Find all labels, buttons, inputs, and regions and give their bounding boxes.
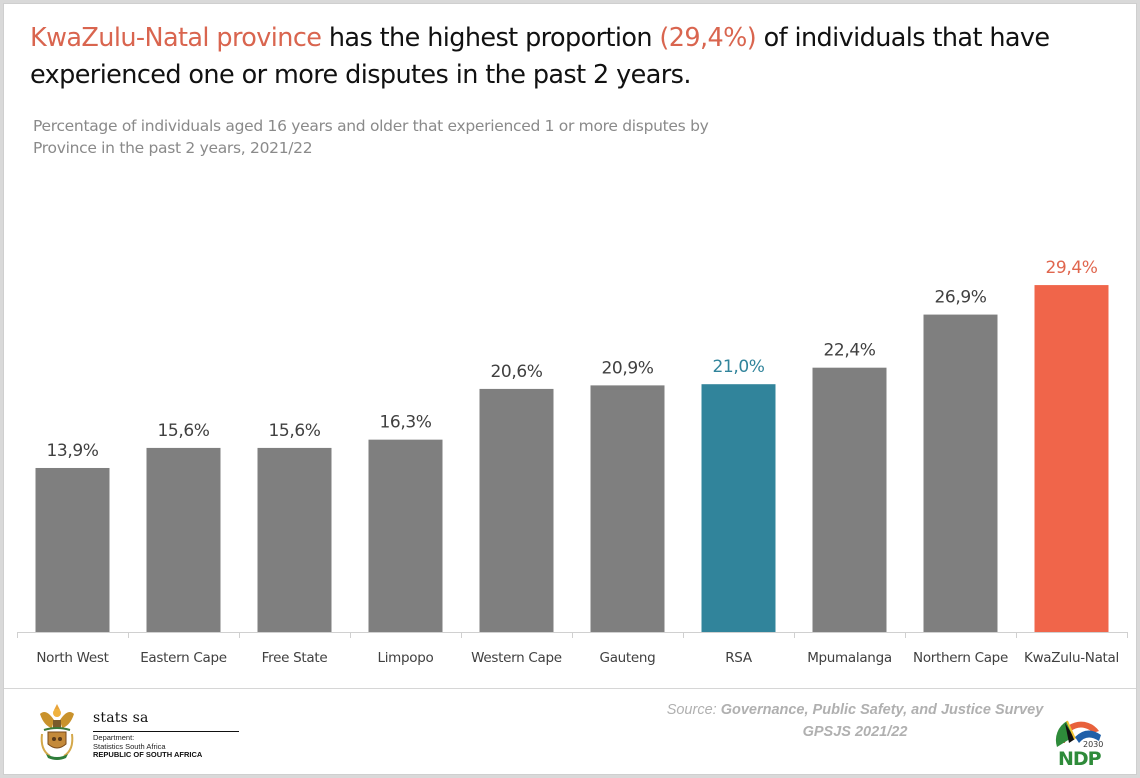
source-prefix: Source: — [666, 702, 721, 718]
category-label: RSA — [725, 650, 753, 666]
category-label: Limpopo — [378, 650, 434, 666]
category-label: Western Cape — [471, 650, 562, 666]
category-label: KwaZulu-Natal — [1024, 650, 1119, 666]
headline-highlight-province: KwaZulu-Natal province — [30, 23, 322, 53]
value-label: 15,6% — [268, 421, 320, 441]
headline-highlight-value: (29,4%) — [659, 23, 757, 53]
source-title: Governance, Public Safety, and Justice S… — [720, 702, 1044, 718]
value-label: 20,6% — [490, 362, 542, 382]
category-label: Eastern Cape — [140, 650, 227, 666]
bar-north-west — [35, 467, 110, 632]
bar-gauteng — [590, 385, 665, 632]
bar-northern-cape — [923, 314, 998, 632]
headline-text-2: of individuals that have experienced one… — [30, 23, 1050, 90]
source-note: Source: Governance, Public Safety, and J… — [620, 699, 1090, 743]
value-label: 20,9% — [601, 358, 653, 378]
coat-of-arms-icon — [40, 704, 74, 760]
category-label: Northern Cape — [913, 650, 1008, 666]
category-label: Gauteng — [600, 650, 656, 666]
chart-title: Percentage of individuals aged 16 years … — [33, 117, 709, 157]
dept-line-1: Department: — [93, 733, 135, 742]
ndp-text: NDP — [1058, 748, 1102, 769]
bar-kwazulu-natal — [1034, 285, 1109, 632]
category-label: Free State — [262, 650, 328, 666]
dept-line-2: Statistics South Africa — [93, 741, 166, 751]
org-department: Department: Statistics South Africa REPU… — [93, 733, 203, 760]
value-label: 21,0% — [712, 357, 764, 377]
category-label: North West — [36, 650, 108, 666]
value-label: 16,3% — [379, 413, 431, 433]
bar-rsa — [701, 384, 776, 632]
category-label: Mpumalanga — [807, 650, 892, 666]
value-label: 26,9% — [934, 288, 986, 308]
ndp-2030-logo-icon: 2030 NDP — [1055, 720, 1103, 769]
stats-sa-logo: stats sa Department: Statistics South Af… — [32, 700, 272, 766]
source-code: GPSJS 2021/22 — [802, 724, 908, 740]
org-name: stats sa — [93, 710, 149, 726]
bar-eastern-cape — [146, 447, 221, 632]
footer-divider — [4, 688, 1136, 689]
ndp-year: 2030 — [1083, 740, 1103, 749]
value-label: 15,6% — [157, 421, 209, 441]
dept-line-3: REPUBLIC OF SOUTH AFRICA — [93, 750, 203, 759]
headline-text-1: has the highest proportion — [321, 23, 660, 53]
org-name-rule — [93, 731, 239, 732]
bar-free-state — [257, 447, 332, 632]
bar-mpumalanga — [812, 367, 887, 632]
value-label: 22,4% — [823, 341, 875, 361]
bar-limpopo — [368, 439, 443, 632]
value-label: 29,4% — [1045, 258, 1097, 278]
bar-chart: 13,9% North West 15,6% Eastern Cape 15,6% Fre… — [17, 258, 1128, 666]
bar-western-cape — [479, 388, 554, 632]
headline: KwaZulu-Natal province has the highest p… — [30, 20, 1120, 94]
value-label: 13,9% — [46, 441, 98, 461]
